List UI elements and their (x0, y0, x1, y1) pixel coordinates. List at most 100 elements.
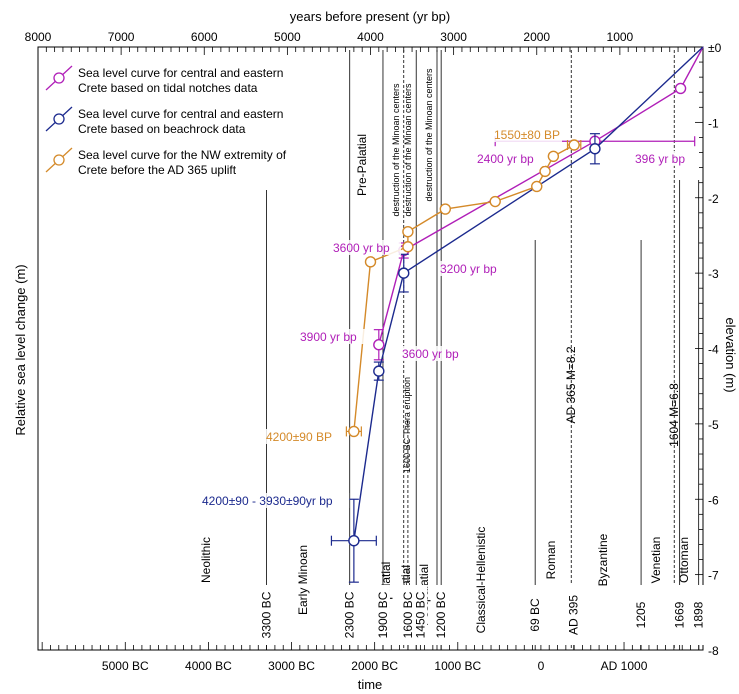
boundary-year-label: 1669 (673, 601, 687, 628)
bottom-tick-label: 3000 BC (268, 659, 315, 673)
event-label: 1600 BC Thera eruption (402, 377, 412, 473)
boundary-year-label: 3300 BC (260, 591, 274, 638)
annotation-label: 4200±90 - 3930±90yr bp (202, 494, 333, 508)
data-point-notches (373, 339, 385, 351)
bottom-axis-tick-labels: 5000 BC 4000 BC 3000 BC 2000 BC 1000 BC 0 AD 1… (102, 659, 648, 673)
annotation-background (200, 493, 350, 508)
data-point-nw_crete (568, 139, 580, 151)
top-tick-label: 2000 (523, 30, 550, 44)
boundary-label-background (672, 585, 687, 645)
legend-text: Crete before the AD 365 uplift (78, 163, 237, 177)
legend: Sea level curve for central and easternC… (45, 60, 326, 190)
top-tick-label: 6000 (191, 30, 218, 44)
annotation-background (298, 329, 368, 344)
right-axis-label: elevation (m) (723, 317, 738, 392)
right-tick-label: -8 (708, 644, 719, 658)
legend-marker (53, 72, 65, 84)
boundary-year-label: 1450 BC (413, 591, 427, 638)
annotation-background (331, 240, 401, 255)
data-point-beachrock (348, 535, 360, 547)
boundary-year-label: 1600 BC (401, 591, 415, 638)
data-point-beachrock (373, 365, 385, 377)
data-point-notches (674, 82, 687, 95)
right-tick-label: -7 (708, 569, 719, 583)
bottom-tick-label: 1000 BC (434, 659, 481, 673)
legend-marker (53, 154, 65, 166)
data-point-beachrock (589, 143, 601, 155)
data-point-beachrock (398, 267, 410, 279)
right-tick-label: -2 (708, 192, 719, 206)
right-tick-label: -4 (708, 343, 719, 357)
boundary-year-label: 1898 (692, 601, 706, 628)
annotation-background (492, 127, 562, 142)
annotation-background (438, 261, 508, 276)
annotation-background (475, 151, 545, 166)
legend-text: Sea level curve for central and eastern (78, 107, 283, 121)
top-tick-label: 8000 (25, 30, 52, 44)
boundary-label-background (259, 585, 274, 645)
event-label: destruction of the Minoan centers (424, 68, 434, 202)
axis-ticks (37, 46, 704, 650)
legend-marker (53, 113, 65, 125)
boundary-label-background (434, 585, 449, 645)
bottom-tick-label: AD 1000 (601, 659, 648, 673)
right-tick-label: ±0 (708, 41, 722, 55)
boundary-year-label: 2300 BC (343, 591, 357, 638)
annotation-label: 1550±80 BP (494, 128, 560, 142)
data-point-nw_crete (539, 165, 551, 178)
period-name-label: Early Minoan (296, 545, 310, 615)
period-name-label: Venetian (649, 537, 663, 584)
event-label: AD 365 M=8.2 (564, 346, 578, 423)
event-label: destruction of the Minoan centers (403, 83, 413, 217)
boundary-label-background (375, 585, 390, 645)
boundary-year-label: 1205 (634, 601, 648, 628)
bottom-axis-label: time (358, 677, 383, 692)
period-labels: Neolithic 3300 BC Early Minoan 2300 BC Pre-P… (199, 134, 706, 645)
annotations: 1550±80 BP 2400 yr bp 396 yr bp 3600 yr bp 3… (200, 127, 697, 508)
boundary-label-background (566, 585, 581, 645)
annotation-background (633, 151, 697, 166)
data-point-nw_crete (364, 256, 377, 268)
legend-text: Crete based on beachrock data (78, 122, 246, 136)
event-label: destruction of the Minoan centers (391, 83, 401, 217)
annotation-label: 3200 yr bp (440, 262, 497, 276)
bottom-tick-label: 5000 BC (102, 659, 149, 673)
period-name-label: Byzantine (596, 533, 610, 586)
top-tick-label: 7000 (108, 30, 135, 44)
right-axis-tick-labels: ±0 -1 -2 -3 -4 -5 -6 -7 -8 (708, 41, 722, 658)
boundary-year-label: 1200 BC (434, 591, 448, 638)
period-name-label: Roman (544, 541, 558, 580)
right-tick-label: -6 (708, 493, 719, 507)
boundary-label-background (634, 585, 649, 645)
data-point-nw_crete (547, 150, 560, 162)
right-tick-label: -5 (708, 418, 719, 432)
right-tick-label: -1 (708, 116, 719, 130)
annotation-label: 3900 yr bp (300, 330, 357, 344)
top-axis-label: years before present (yr bp) (290, 9, 450, 24)
bottom-tick-label: 2000 BC (351, 659, 398, 673)
vertical-guide-lines (266, 50, 700, 650)
boundary-year-label: 1900 BC (376, 591, 390, 638)
data-point-nw_crete (489, 195, 501, 208)
top-axis-tick-labels: 8000 7000 6000 5000 4000 3000 2000 1000 (25, 30, 634, 44)
data-point-nw_crete (439, 203, 452, 215)
boundary-year-label: AD 395 (567, 595, 581, 635)
period-name-label: Neolithic (199, 537, 213, 583)
data-point-nw_crete (348, 425, 360, 438)
top-tick-label: 4000 (357, 30, 384, 44)
right-tick-label: -3 (708, 267, 719, 281)
period-name-label: Classical-Hellenistic (474, 527, 488, 634)
boundary-label-background (691, 585, 706, 645)
annotation-label: 4200±90 BP (266, 430, 332, 444)
bottom-tick-label: 4000 BC (185, 659, 232, 673)
boundary-label-background (528, 585, 543, 645)
data-point-nw_crete (531, 180, 543, 193)
bottom-tick-label: 0 (538, 659, 545, 673)
boundary-label-background (400, 585, 415, 645)
boundary-year-label: 69 BC (528, 598, 542, 632)
data-point-nw_crete (402, 225, 414, 238)
annotation-label: 396 yr bp (635, 152, 685, 166)
top-tick-label: 5000 (274, 30, 301, 44)
event-label: 1604 M=6.8 (667, 383, 681, 447)
